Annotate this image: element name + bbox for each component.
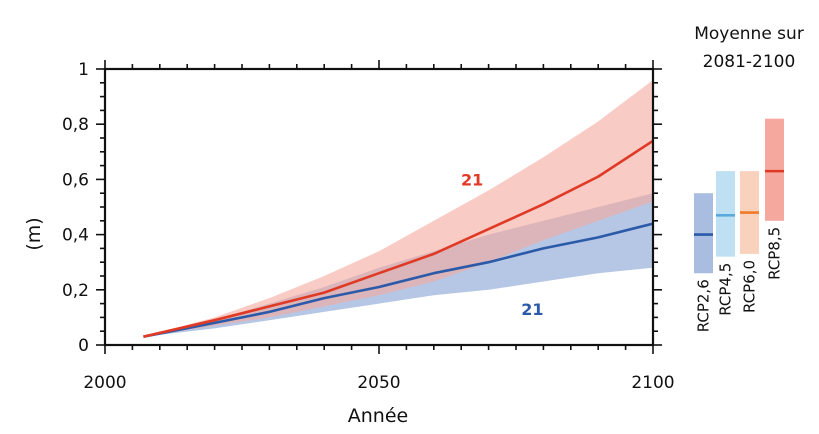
x-tick-label: 2000 (83, 373, 126, 393)
y-tick-label: 0 (78, 336, 89, 356)
band-rcp8-5 (143, 80, 653, 337)
range-bar-rcp2-6 (694, 193, 713, 274)
series-annotation: 21 (521, 300, 543, 319)
rcp-label-rcp4-5: RCP4,5 (717, 263, 735, 316)
y-tick-label: 1 (78, 60, 89, 80)
rcp-label-rcp2-6: RCP2,6 (695, 279, 713, 332)
y-tick-label: 0,6 (62, 170, 89, 190)
x-axis-title: Année (348, 405, 408, 427)
x-tick-label: 2100 (631, 373, 674, 393)
side-panel-title-line2: 2081-2100 (703, 52, 796, 72)
side-panel: RCP2,6 RCP4,5 RCP6,0 RCP8,5 (694, 118, 784, 332)
x-tick-label: 2050 (357, 373, 400, 393)
y-tick-label: 0,2 (62, 281, 89, 301)
y-tick-label: 0,8 (62, 115, 89, 135)
plot-area: 0 0,2 0,4 0,6 0,8 1 2000 2050 2100 21 21 (62, 60, 675, 393)
range-bar-rcp4-5 (716, 171, 735, 257)
mean-line-rcp8-5 (143, 139, 654, 338)
rcp-label-rcp8-5: RCP8,5 (766, 227, 784, 280)
series-annotation: 21 (461, 170, 483, 189)
mean-line-rcp2-6 (143, 222, 654, 338)
side-panel-title-line1: Moyenne sur (694, 24, 804, 44)
y-tick-label: 0,4 (62, 226, 89, 246)
y-axis-title: (m) (23, 217, 45, 250)
range-bar-rcp8-5 (765, 118, 784, 221)
rcp-label-rcp6-0: RCP6,0 (741, 260, 759, 313)
